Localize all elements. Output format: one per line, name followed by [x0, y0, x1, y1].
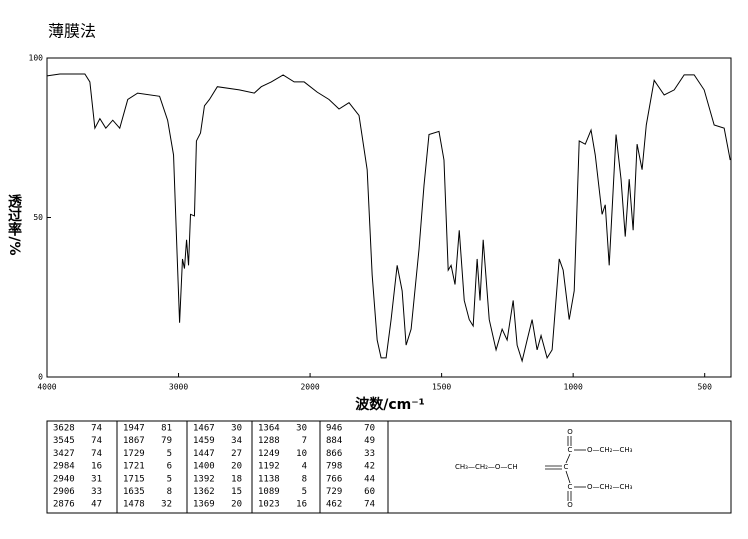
peak-transmittance: 5	[302, 487, 307, 497]
peak-transmittance: 74	[91, 424, 102, 434]
peak-wavenumber: 3427	[53, 449, 75, 459]
peak-transmittance: 5	[167, 449, 172, 459]
peak-wavenumber: 2876	[53, 500, 75, 510]
structure-bonds	[545, 436, 586, 501]
peak-wavenumber: 2906	[53, 487, 75, 497]
peak-wavenumber: 1729	[123, 449, 145, 459]
peak-transmittance: 20	[231, 462, 242, 472]
peak-transmittance: 79	[161, 436, 172, 446]
peak-transmittance: 20	[231, 500, 242, 510]
peak-wavenumber: 766	[326, 474, 342, 484]
x-tick-label: 2000	[300, 383, 319, 392]
peak-wavenumber: 1947	[123, 424, 145, 434]
peak-transmittance: 10	[296, 449, 307, 459]
structure-label: O—CH₂—CH₃	[587, 446, 633, 454]
peak-wavenumber: 1364	[258, 424, 280, 434]
peak-wavenumber: 729	[326, 487, 342, 497]
peak-wavenumber: 1192	[258, 462, 280, 472]
peak-transmittance: 5	[167, 474, 172, 484]
x-tick-label: 3000	[169, 383, 188, 392]
x-tick-label: 4000	[37, 383, 56, 392]
peak-transmittance: 32	[161, 500, 172, 510]
peak-wavenumber: 866	[326, 449, 342, 459]
peak-wavenumber: 1362	[193, 487, 215, 497]
peak-wavenumber: 798	[326, 462, 342, 472]
peak-transmittance: 31	[91, 474, 102, 484]
y-tick-label: 100	[29, 54, 44, 63]
peak-wavenumber: 946	[326, 424, 342, 434]
peak-transmittance: 44	[364, 474, 375, 484]
y-tick-label: 0	[38, 373, 43, 382]
peak-transmittance: 74	[91, 436, 102, 446]
peak-transmittance: 7	[302, 436, 307, 446]
peak-wavenumber: 2940	[53, 474, 75, 484]
peak-transmittance: 4	[302, 462, 307, 472]
peak-wavenumber: 462	[326, 500, 342, 510]
table-frame	[46, 420, 732, 514]
peak-transmittance: 16	[91, 462, 102, 472]
peak-wavenumber: 1023	[258, 500, 280, 510]
peak-wavenumber: 1635	[123, 487, 145, 497]
peak-transmittance: 8	[167, 487, 172, 497]
peak-wavenumber: 1447	[193, 449, 215, 459]
peak-transmittance: 81	[161, 424, 172, 434]
peak-transmittance: 42	[364, 462, 375, 472]
peak-wavenumber: 1089	[258, 487, 280, 497]
peak-transmittance: 34	[231, 436, 242, 446]
peak-wavenumber: 3545	[53, 436, 75, 446]
peak-transmittance: 16	[296, 500, 307, 510]
peak-transmittance: 74	[364, 500, 375, 510]
peak-transmittance: 8	[302, 474, 307, 484]
peak-transmittance: 49	[364, 436, 375, 446]
peak-transmittance: 33	[91, 487, 102, 497]
peak-transmittance: 74	[91, 449, 102, 459]
peak-transmittance: 30	[296, 424, 307, 434]
x-axis-label: 波数/cm⁻¹	[355, 396, 425, 413]
peak-wavenumber: 1715	[123, 474, 145, 484]
peak-wavenumber: 1867	[123, 436, 145, 446]
peak-transmittance: 30	[231, 424, 242, 434]
peak-transmittance: 6	[167, 462, 172, 472]
x-tick-label: 1000	[564, 383, 583, 392]
peak-wavenumber: 1721	[123, 462, 145, 472]
y-tick-label: 50	[33, 213, 43, 222]
structure-label: CH₃—CH₂—O—CH	[455, 463, 518, 471]
peak-wavenumber: 1400	[193, 462, 215, 472]
plot-frame	[46, 57, 732, 378]
structure-label: O—CH₂—CH₃	[587, 483, 633, 491]
x-tick-label: 500	[697, 383, 712, 392]
peak-wavenumber: 1288	[258, 436, 280, 446]
structure-label: O	[567, 428, 573, 436]
peak-transmittance: 27	[231, 449, 242, 459]
peak-wavenumber: 3628	[53, 424, 75, 434]
y-axis-label: 透过率/%	[6, 194, 22, 255]
peak-wavenumber: 884	[326, 436, 342, 446]
structure-label: C	[568, 446, 573, 454]
peak-transmittance: 18	[231, 474, 242, 484]
peak-transmittance: 60	[364, 487, 375, 497]
structure-label: C	[564, 463, 569, 471]
peak-wavenumber: 1467	[193, 424, 215, 434]
peak-wavenumber: 1459	[193, 436, 215, 446]
peak-transmittance: 47	[91, 500, 102, 510]
table-dividers	[116, 421, 389, 513]
peak-transmittance: 33	[364, 449, 375, 459]
spectrum-line	[46, 73, 731, 363]
peak-wavenumber: 1369	[193, 500, 215, 510]
peak-wavenumber: 1478	[123, 500, 145, 510]
peak-wavenumber: 2984	[53, 462, 75, 472]
peak-transmittance: 15	[231, 487, 242, 497]
chart-title: 薄膜法	[48, 22, 96, 41]
structure-label: O	[567, 501, 573, 509]
peak-wavenumber: 1392	[193, 474, 215, 484]
peak-wavenumber: 1249	[258, 449, 280, 459]
peak-wavenumber: 1138	[258, 474, 280, 484]
structure-label: C	[568, 483, 573, 491]
x-tick-label: 1500	[432, 383, 451, 392]
peak-transmittance: 70	[364, 424, 375, 434]
